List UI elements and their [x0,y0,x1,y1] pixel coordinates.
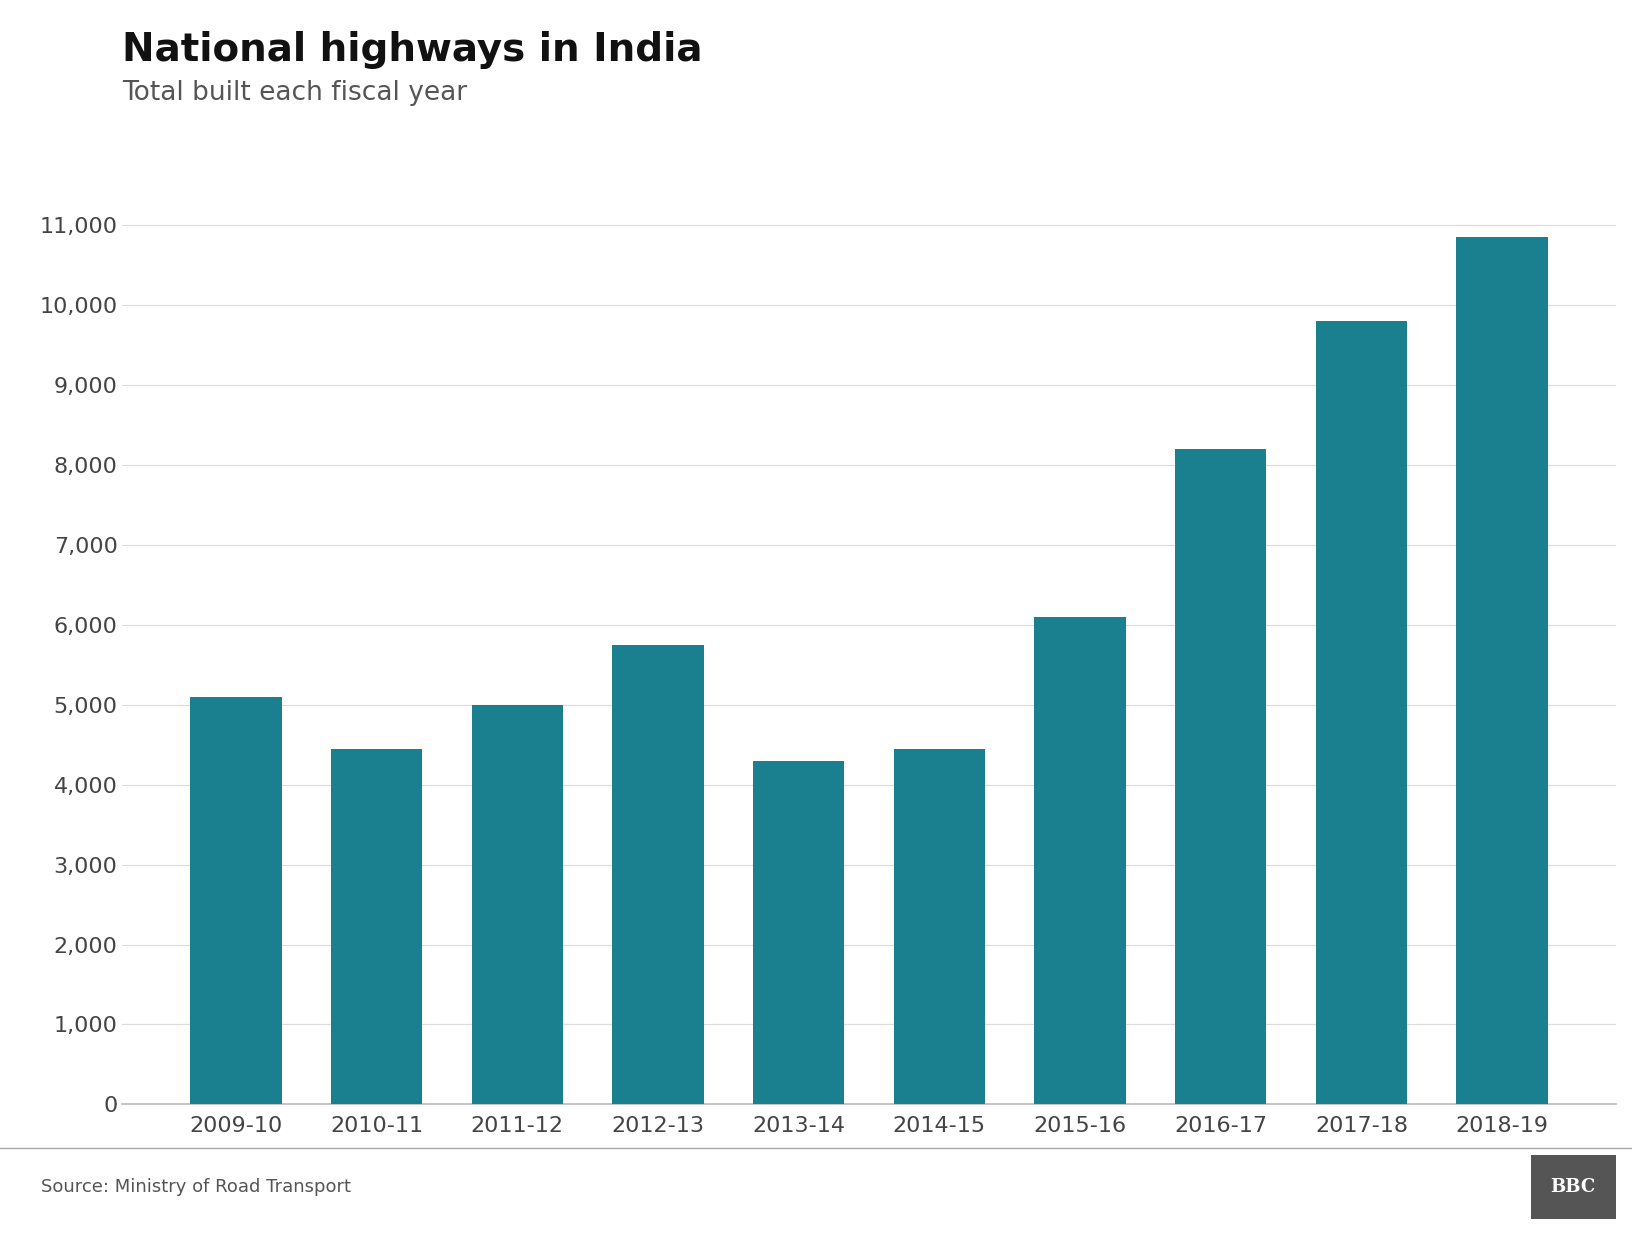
Bar [612,644,703,1104]
Text: National highways in India: National highways in India [122,31,703,69]
Bar [752,760,844,1104]
Text: BBC: BBC [1550,1178,1596,1196]
Bar [1315,321,1407,1104]
Bar [472,705,563,1104]
Text: Source: Ministry of Road Transport: Source: Ministry of Road Transport [41,1178,351,1196]
Bar [331,749,423,1104]
Bar [1035,617,1126,1104]
Bar [1456,237,1547,1104]
Bar [1175,449,1266,1104]
Bar [894,749,986,1104]
Text: Total built each fiscal year: Total built each fiscal year [122,80,467,106]
Bar [191,697,282,1104]
